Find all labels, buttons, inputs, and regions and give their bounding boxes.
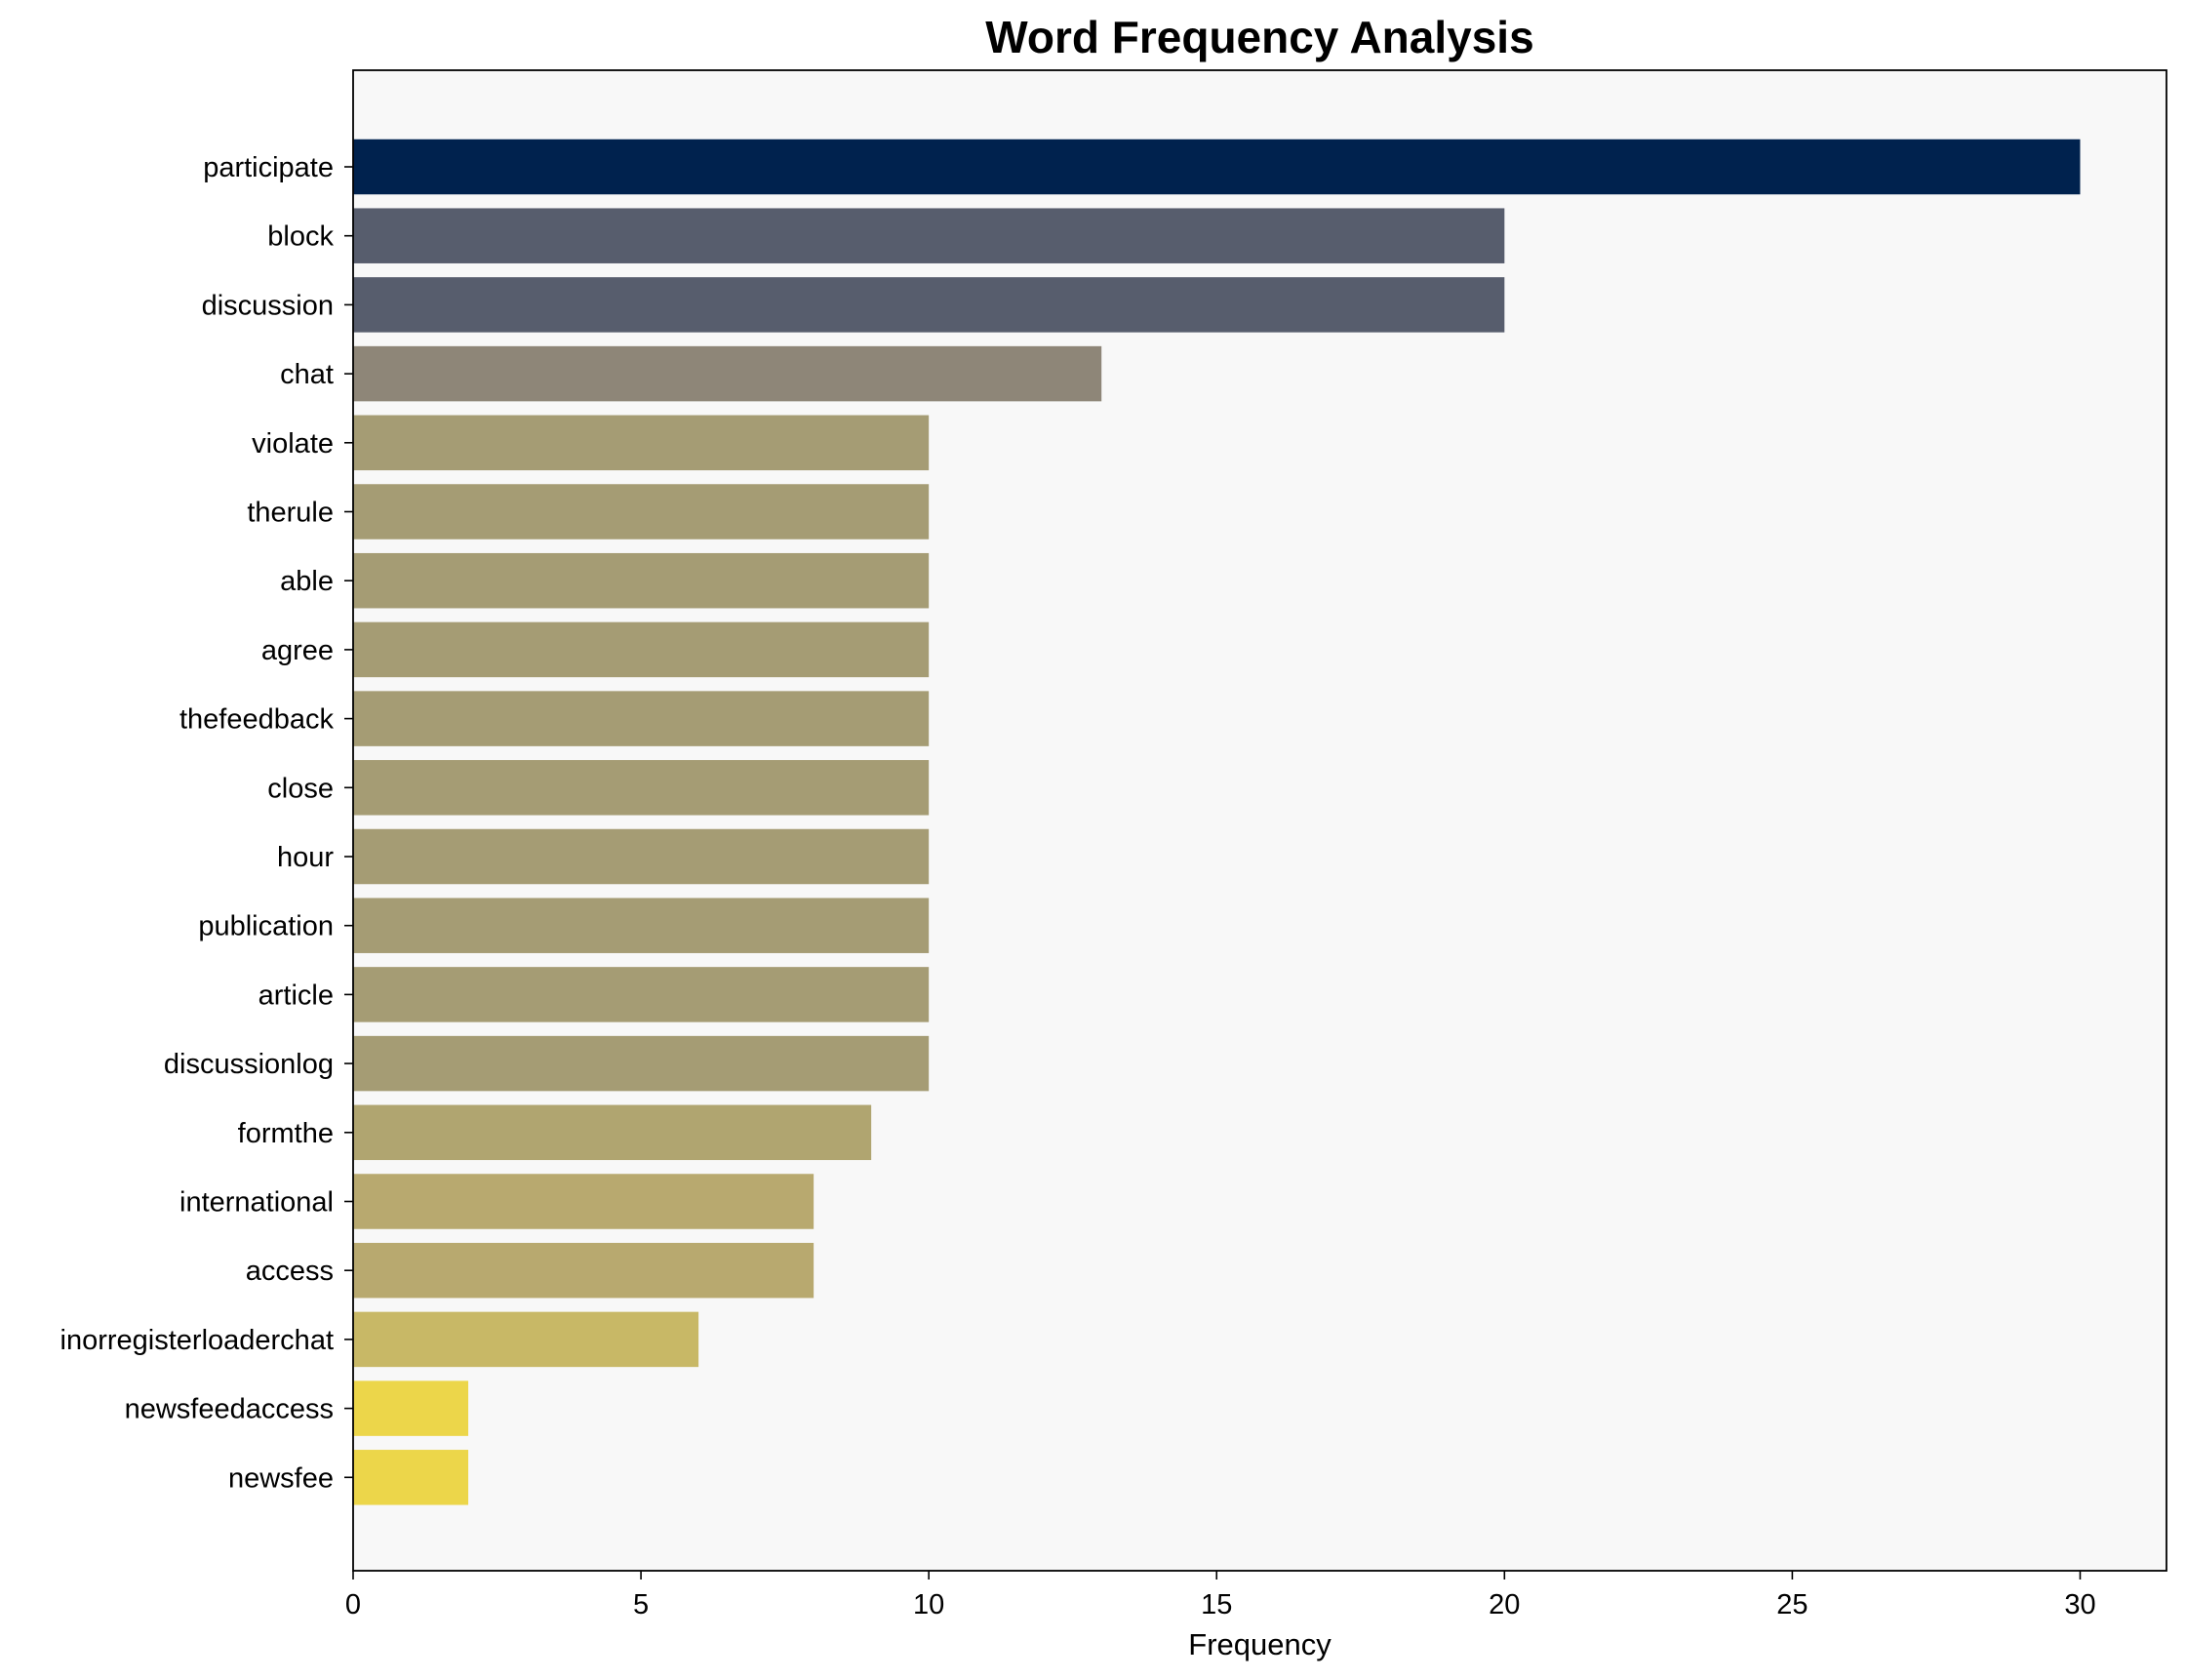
y-tick-label: inorregisterloaderchat — [60, 1325, 334, 1356]
y-tick-label: discussion — [202, 290, 334, 321]
y-tick-label: article — [258, 980, 334, 1011]
y-tick-label: participate — [203, 152, 334, 183]
bar-publication — [353, 898, 930, 953]
bars-group — [353, 139, 2081, 1505]
bar-discussionlog — [353, 1035, 930, 1092]
y-tick-label: newsfee — [228, 1462, 334, 1494]
bar-therule — [353, 484, 930, 540]
y-tick-label: agree — [261, 635, 334, 666]
bar-formthe — [353, 1104, 872, 1161]
y-tick-label: therule — [247, 498, 334, 529]
x-tick-label: 15 — [1201, 1589, 1232, 1620]
y-tick-label: close — [267, 773, 334, 804]
bar-access — [353, 1242, 815, 1299]
bar-inorregisterloaderchat — [353, 1311, 699, 1368]
y-tick-label: access — [246, 1256, 334, 1287]
bar-newsfee — [353, 1450, 469, 1505]
y-tick-label: discussionlog — [164, 1049, 334, 1080]
chart-title: Word Frequency Analysis — [985, 12, 1533, 62]
y-tick-label: thefeedback — [179, 704, 335, 736]
bar-able — [353, 552, 930, 609]
bar-article — [353, 967, 930, 1022]
y-axis-ticks: participate block discussion chat violate the… — [60, 152, 353, 1494]
x-tick-label: 0 — [345, 1589, 361, 1620]
bar-hour — [353, 828, 930, 885]
bar-agree — [353, 621, 930, 678]
y-tick-label: block — [267, 221, 334, 253]
bar-chat — [353, 345, 1102, 402]
y-tick-label: able — [280, 566, 334, 597]
x-tick-label: 20 — [1489, 1589, 1520, 1620]
bar-violate — [353, 415, 930, 471]
bar-international — [353, 1174, 815, 1229]
plot-frame — [352, 69, 2167, 1572]
x-tick-label: 30 — [2064, 1589, 2095, 1620]
y-tick-label: violate — [252, 428, 334, 460]
bar-newsfeedaccess — [353, 1380, 469, 1436]
bar-discussion — [353, 277, 1505, 333]
y-tick-label: international — [179, 1187, 334, 1219]
x-axis-ticks: 0 5 10 15 20 25 30 — [345, 1571, 2096, 1620]
y-tick-label: publication — [198, 911, 334, 942]
y-tick-label: hour — [277, 842, 334, 873]
x-tick-label: 10 — [913, 1589, 944, 1620]
bar-thefeedback — [353, 691, 930, 746]
x-tick-label: 25 — [1776, 1589, 1808, 1620]
bar-block — [353, 208, 1505, 263]
x-tick-label: 5 — [633, 1589, 649, 1620]
y-tick-label: newsfeedaccess — [125, 1394, 334, 1425]
bar-participate — [353, 139, 2081, 195]
y-tick-label: formthe — [238, 1118, 334, 1149]
y-tick-label: chat — [280, 359, 334, 390]
bar-close — [353, 760, 930, 816]
x-axis-label: Frequency — [1188, 1627, 1331, 1661]
